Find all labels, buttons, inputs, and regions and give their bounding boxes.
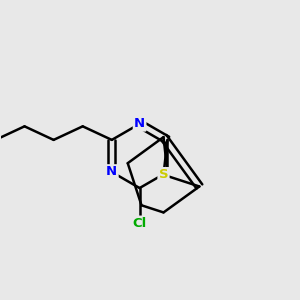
Text: N: N [134, 117, 145, 130]
Text: N: N [106, 166, 117, 178]
Text: S: S [159, 168, 168, 181]
Text: Cl: Cl [133, 217, 147, 230]
